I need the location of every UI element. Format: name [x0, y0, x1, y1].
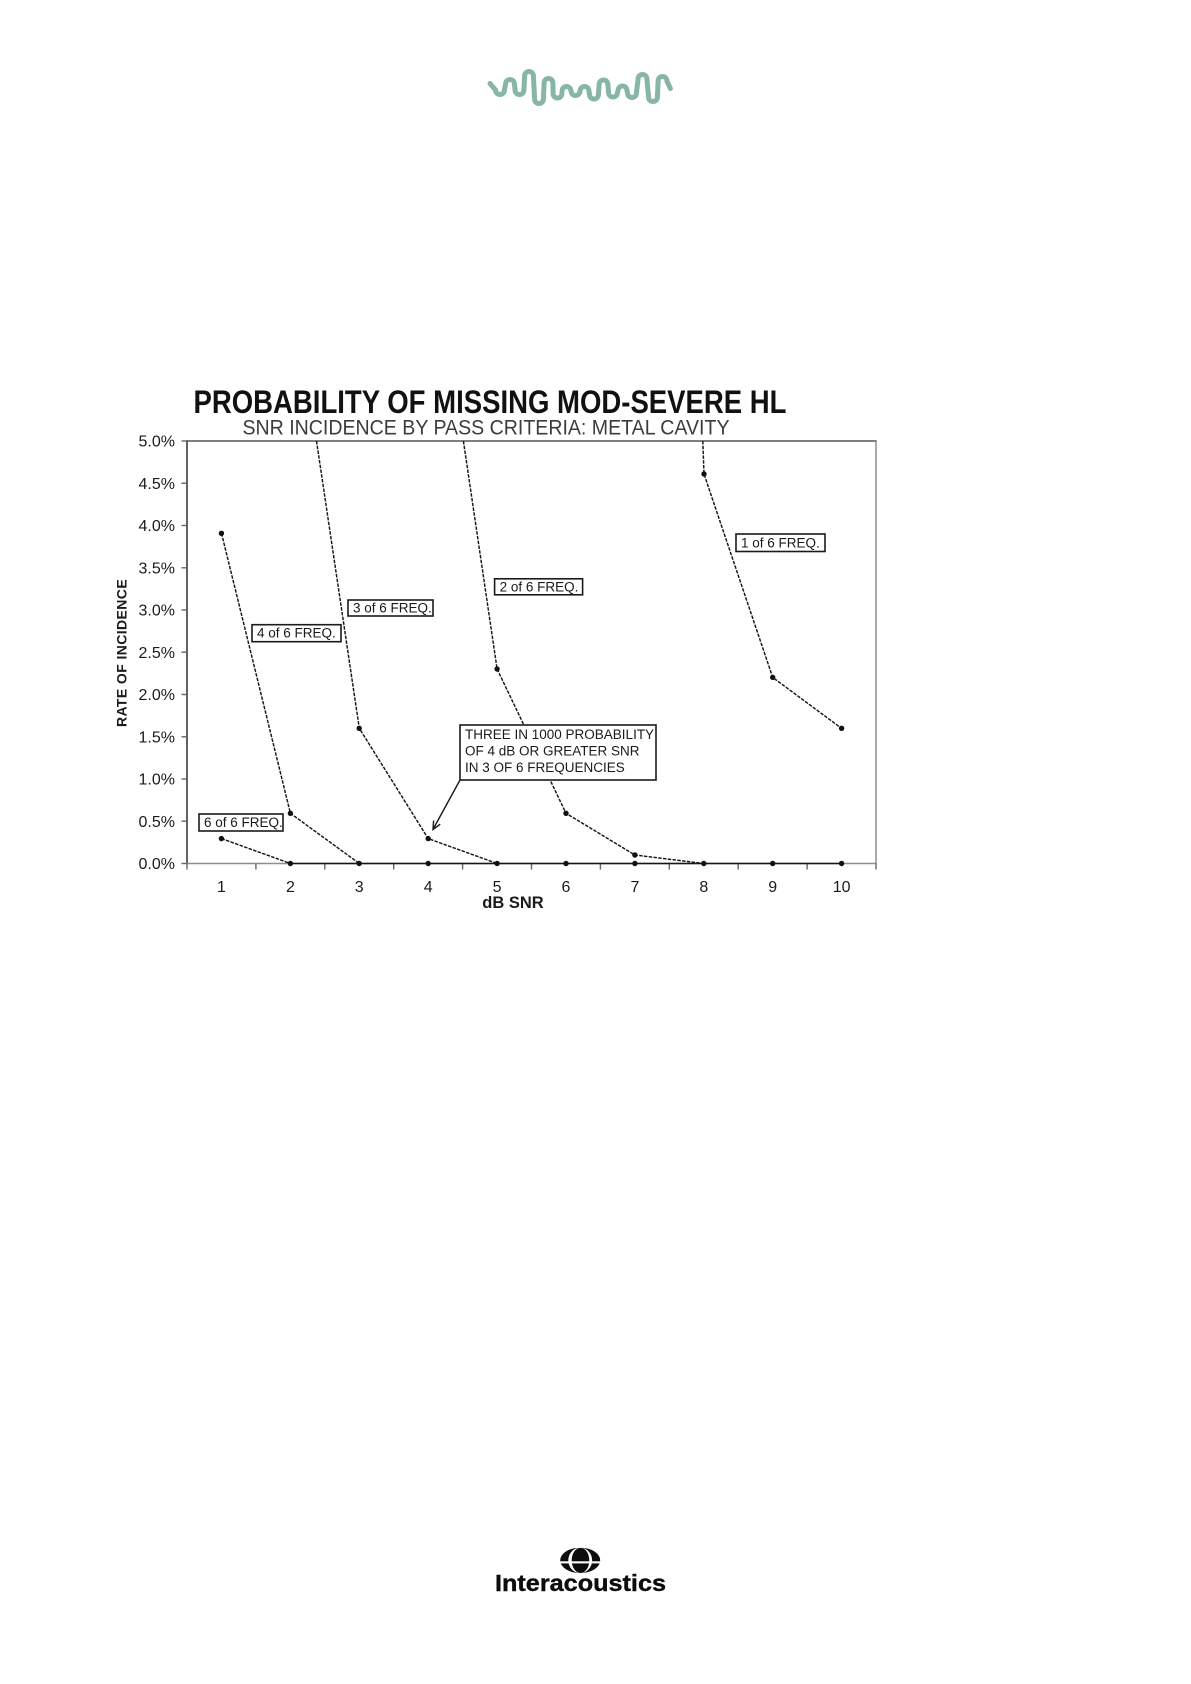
svg-text:10: 10: [833, 879, 851, 896]
svg-text:3.0%: 3.0%: [139, 603, 175, 620]
svg-text:4.5%: 4.5%: [139, 476, 175, 493]
svg-text:RATE OF INCIDENCE: RATE OF INCIDENCE: [114, 579, 130, 727]
svg-text:4 of 6 FREQ.: 4 of 6 FREQ.: [257, 626, 336, 641]
svg-text:6: 6: [562, 879, 571, 896]
svg-text:5: 5: [493, 879, 502, 896]
svg-text:9: 9: [768, 879, 777, 896]
svg-text:7: 7: [630, 879, 639, 896]
svg-text:IN 3 OF 6 FREQUENCIES: IN 3 OF 6 FREQUENCIES: [465, 760, 625, 775]
svg-text:3: 3: [355, 879, 364, 896]
svg-text:6 of 6 FREQ.: 6 of 6 FREQ.: [204, 815, 283, 830]
svg-text:2 of 6 FREQ.: 2 of 6 FREQ.: [500, 580, 579, 595]
svg-text:4.0%: 4.0%: [139, 518, 175, 535]
svg-text:1: 1: [217, 879, 226, 896]
svg-text:OF 4 dB OR GREATER SNR: OF 4 dB OR GREATER SNR: [465, 743, 640, 758]
svg-text:0.5%: 0.5%: [139, 814, 175, 831]
svg-text:8: 8: [699, 879, 708, 896]
svg-text:0.0%: 0.0%: [139, 856, 175, 873]
svg-text:THREE IN 1000 PROBABILITY: THREE IN 1000 PROBABILITY: [465, 727, 654, 742]
svg-text:1.5%: 1.5%: [139, 729, 175, 746]
svg-text:PROBABILITY OF MISSING MOD-SEV: PROBABILITY OF MISSING MOD-SEVERE HL: [194, 384, 787, 420]
svg-text:2.5%: 2.5%: [139, 645, 175, 662]
svg-text:1.0%: 1.0%: [139, 772, 175, 789]
svg-text:1 of 6 FREQ.: 1 of 6 FREQ.: [741, 536, 820, 551]
svg-text:Interacoustics: Interacoustics: [495, 1570, 666, 1596]
svg-text:2: 2: [286, 879, 295, 896]
svg-text:4: 4: [424, 879, 433, 896]
svg-text:3.5%: 3.5%: [139, 560, 175, 577]
svg-text:3 of 6 FREQ.: 3 of 6 FREQ.: [353, 601, 432, 616]
svg-text:SNR INCIDENCE BY PASS CRITERIA: SNR INCIDENCE BY PASS CRITERIA: METAL CA…: [243, 414, 730, 439]
svg-text:5.0%: 5.0%: [139, 434, 175, 451]
svg-text:2.0%: 2.0%: [139, 687, 175, 704]
svg-text:dB SNR: dB SNR: [482, 894, 544, 912]
